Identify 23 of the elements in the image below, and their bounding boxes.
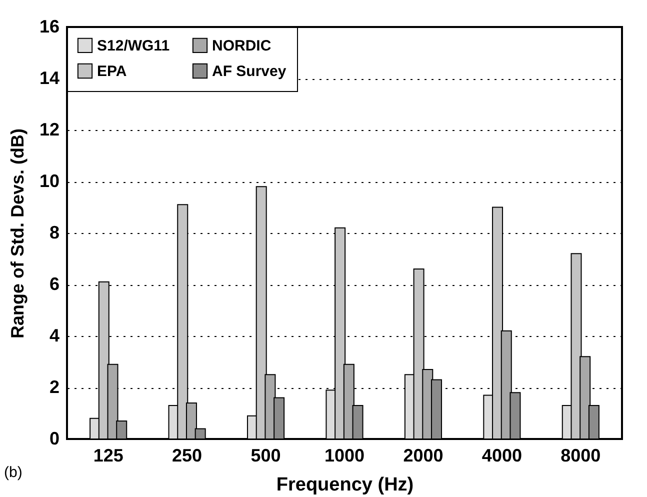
x-tick-label: 8000 — [560, 446, 601, 466]
x-axis-title: Frequency (Hz) — [276, 474, 414, 496]
legend-label: AF Survey — [212, 63, 287, 80]
y-axis-title: Range of Std. Devs. (dB) — [7, 128, 28, 339]
text: (b) — [4, 464, 22, 481]
y-tick-label: 10 — [39, 171, 60, 191]
y-tick-label: 12 — [39, 120, 60, 140]
y-tick-label: 0 — [49, 428, 60, 448]
y-tick-label: 6 — [49, 274, 60, 294]
x-tick-label: 250 — [172, 446, 202, 466]
legend-label: NORDIC — [212, 37, 272, 54]
legend-label: S12/WG11 — [97, 37, 170, 54]
y-tick-label: 14 — [39, 68, 60, 88]
y-tick-label: 16 — [39, 16, 60, 36]
x-tick-label: 125 — [93, 446, 124, 466]
x-tick-label: 500 — [250, 446, 281, 466]
x-tick-label: 2000 — [403, 446, 444, 466]
x-tick-label: 4000 — [482, 446, 522, 466]
y-tick-label: 2 — [49, 377, 60, 397]
x-tick-label: 1000 — [324, 446, 365, 466]
y-tick-label: 8 — [49, 222, 60, 242]
legend-label: EPA — [97, 63, 127, 80]
y-tick-label: 4 — [49, 326, 60, 346]
